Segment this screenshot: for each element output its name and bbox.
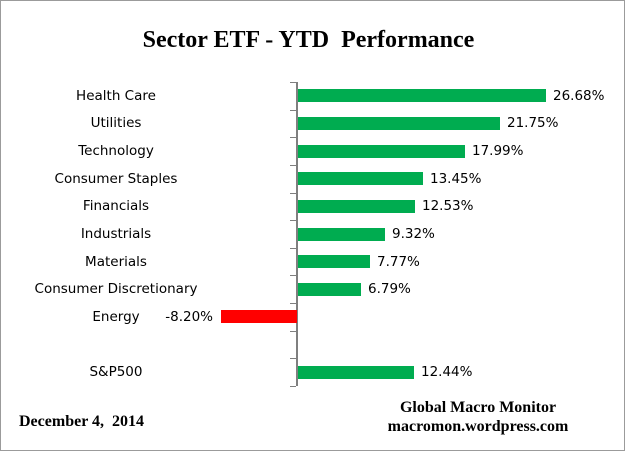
axis-tick [290, 165, 296, 166]
category-label: Technology [78, 143, 154, 159]
value-label: 17.99% [472, 143, 524, 159]
axis-tick [290, 137, 296, 138]
category-label: Health Care [76, 88, 156, 104]
bar [298, 200, 415, 213]
value-label: 12.53% [422, 198, 474, 214]
bar [298, 366, 414, 379]
category-label: Energy [92, 309, 140, 325]
axis-tick [290, 386, 296, 387]
value-label: 6.79% [368, 281, 411, 297]
axis-tick [290, 220, 296, 221]
category-label: Financials [82, 198, 150, 214]
chart-title: Sector ETF - YTD Performance [142, 27, 475, 53]
credit-line2: macromon.wordpress.com [387, 418, 569, 435]
axis-tick [290, 358, 296, 359]
bar [298, 145, 465, 158]
value-label: -8.20% [165, 309, 213, 325]
bar [298, 117, 500, 130]
axis-tick [290, 303, 296, 304]
bar [298, 255, 370, 268]
axis-tick [290, 275, 296, 276]
category-label: S&P500 [89, 364, 143, 380]
value-label: 12.44% [421, 364, 473, 380]
date-label: December 4, 2014 [19, 413, 144, 430]
category-axis-line [296, 82, 298, 386]
axis-tick [290, 248, 296, 249]
axis-tick [290, 82, 296, 83]
bar [298, 172, 423, 185]
bar [298, 283, 361, 296]
category-label: Consumer Discretionary [34, 281, 198, 297]
axis-tick [290, 110, 296, 111]
bar [298, 228, 385, 241]
category-label: Materials [85, 254, 147, 270]
category-label: Utilities [90, 115, 142, 131]
bar [298, 89, 546, 102]
value-label: 26.68% [553, 88, 605, 104]
value-label: 21.75% [507, 115, 559, 131]
credit-line1: Global Macro Monitor [399, 399, 557, 416]
axis-tick [290, 331, 296, 332]
axis-tick [290, 193, 296, 194]
category-label: Industrials [80, 226, 152, 242]
value-label: 13.45% [430, 171, 482, 187]
value-label: 7.77% [377, 254, 420, 270]
credit-block: Global Macro Monitor macromon.wordpress.… [358, 398, 598, 436]
bar [221, 310, 297, 323]
category-label: Consumer Staples [54, 171, 178, 187]
value-label: 9.32% [392, 226, 435, 242]
